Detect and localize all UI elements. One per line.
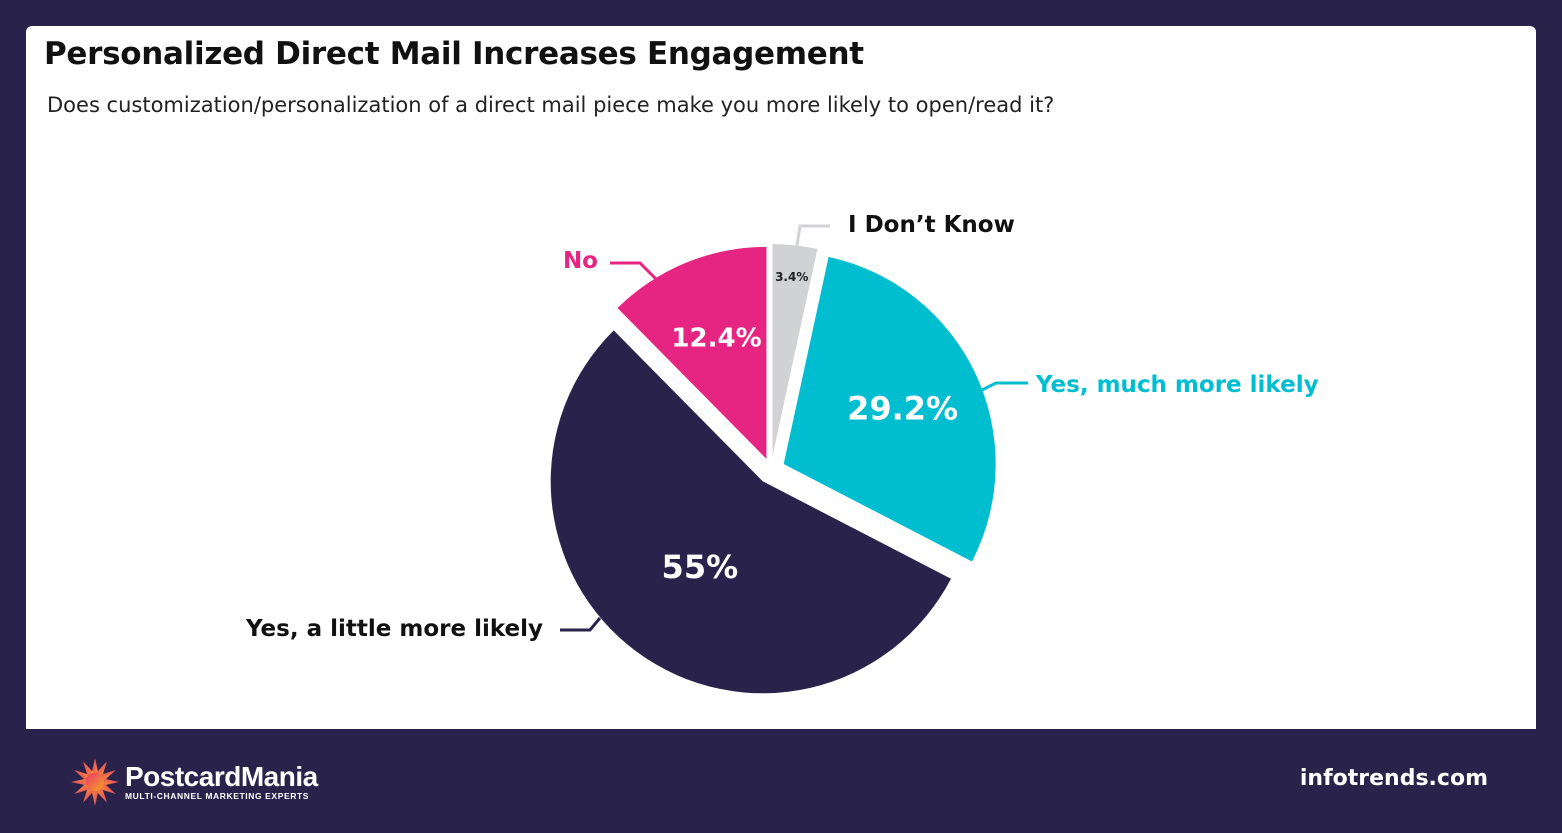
postcardmania-logo: PostcardMania MULTI-CHANNEL MARKETING EX… (70, 757, 318, 807)
category-label-i-don-t-know: I Don’t Know (848, 212, 1015, 238)
value-label-no: 12.4% (671, 324, 761, 354)
leader-line-i-don-t-know (794, 224, 830, 253)
pie-slice-no (617, 246, 767, 459)
leader-line-yes-much-more-likely (977, 381, 1028, 394)
pie-slice-yes-a-little-more-likely (550, 330, 951, 694)
leader-line-no (610, 261, 659, 282)
brand-name: PostcardMania (125, 761, 318, 792)
value-label-i-don-t-know: 3.4% (775, 270, 808, 284)
category-label-yes-a-little-more-likely: Yes, a little more likely (245, 616, 543, 642)
source-credit: infotrends.com (1299, 766, 1488, 791)
value-label-yes-much-more-likely: 29.2% (847, 390, 958, 428)
sunburst-logo-icon (71, 758, 119, 806)
chart-title: Personalized Direct Mail Increases Engag… (44, 36, 864, 72)
brand-tagline: MULTI-CHANNEL MARKETING EXPERTS (125, 791, 310, 801)
pie-slice-yes-much-more-likely (783, 256, 996, 562)
category-label-yes-much-more-likely: Yes, much more likely (1035, 372, 1319, 398)
value-label-yes-a-little-more-likely: 55% (662, 548, 739, 586)
pie-slice-i-don-t-know (772, 244, 818, 457)
category-label-no: No (563, 248, 598, 274)
chart-subtitle: Does customization/personalization of a … (47, 93, 1055, 117)
leader-line-yes-a-little-more-likely (560, 617, 602, 632)
